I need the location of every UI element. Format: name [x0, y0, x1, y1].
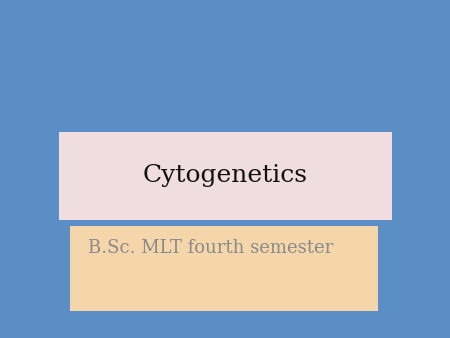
Text: Cytogenetics: Cytogenetics [143, 164, 307, 187]
FancyBboxPatch shape [58, 132, 392, 220]
Text: B.Sc. MLT fourth semester: B.Sc. MLT fourth semester [88, 239, 333, 257]
FancyBboxPatch shape [70, 226, 378, 311]
